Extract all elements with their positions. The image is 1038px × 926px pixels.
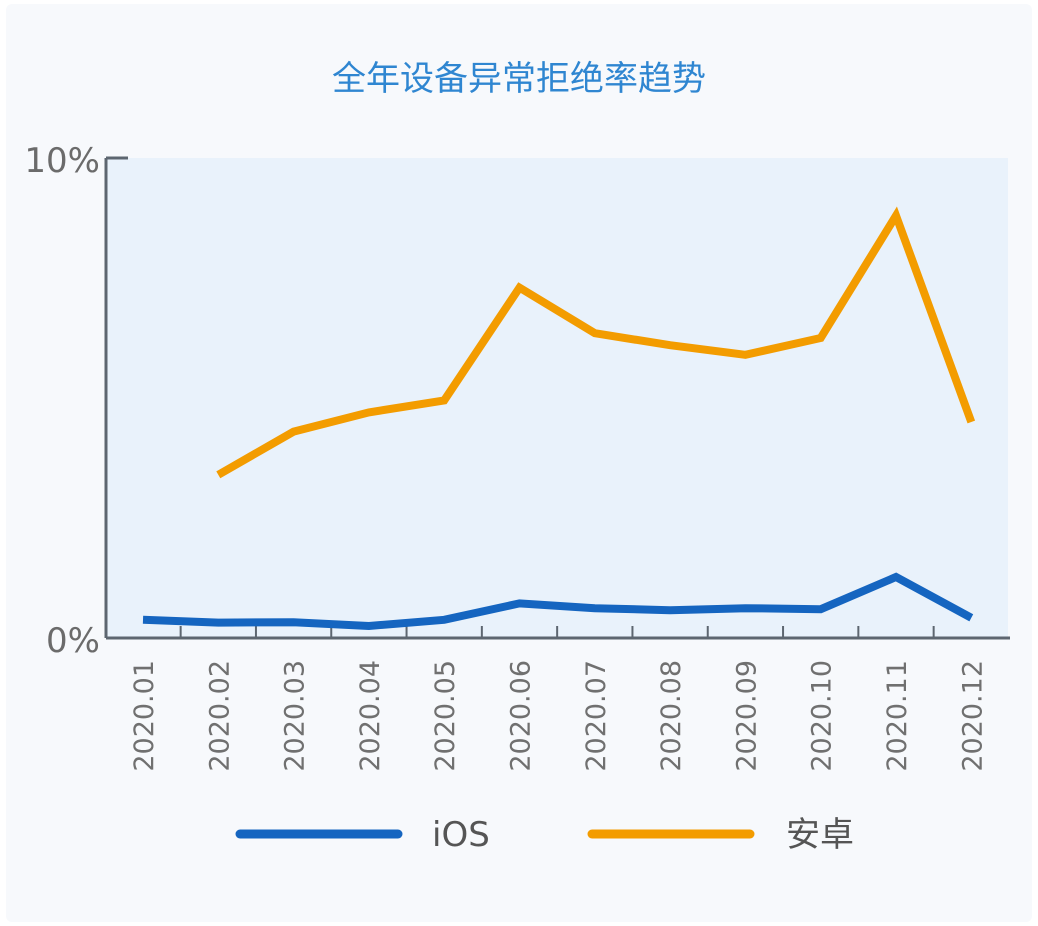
x-tick-label: 2020.10	[807, 660, 838, 772]
x-tick-label: 2020.05	[430, 660, 461, 772]
x-axis-ticks: 2020.01 2020.02 2020.03 2020.04 2020.05 2020.…	[129, 626, 988, 772]
legend-label-ios: iOS	[432, 815, 490, 855]
plot-area	[106, 158, 1008, 638]
x-tick-label: 2020.02	[204, 660, 235, 772]
legend: iOS 安卓	[235, 815, 854, 855]
x-tick-label: 2020.09	[731, 660, 762, 772]
legend-label-android: 安卓	[786, 815, 854, 855]
series-line-android	[216, 206, 976, 479]
series-layer	[142, 206, 976, 631]
x-tick-label: 2020.12	[957, 660, 988, 772]
x-tick-label: 2020.03	[280, 660, 311, 772]
x-tick-label: 2020.07	[581, 660, 612, 772]
x-tick-label: 2020.01	[129, 660, 160, 772]
y-tick-label-zero: 0%	[46, 621, 100, 661]
chart-title: 全年设备异常拒绝率趋势	[332, 59, 706, 99]
x-tick-label: 2020.04	[355, 660, 386, 772]
x-tick-label: 2020.08	[656, 660, 687, 772]
series-line-ios	[142, 572, 974, 631]
x-tick-label: 2020.11	[882, 660, 913, 772]
y-tick-label-max: 10%	[24, 141, 100, 181]
x-tick-label: 2020.06	[506, 660, 537, 772]
